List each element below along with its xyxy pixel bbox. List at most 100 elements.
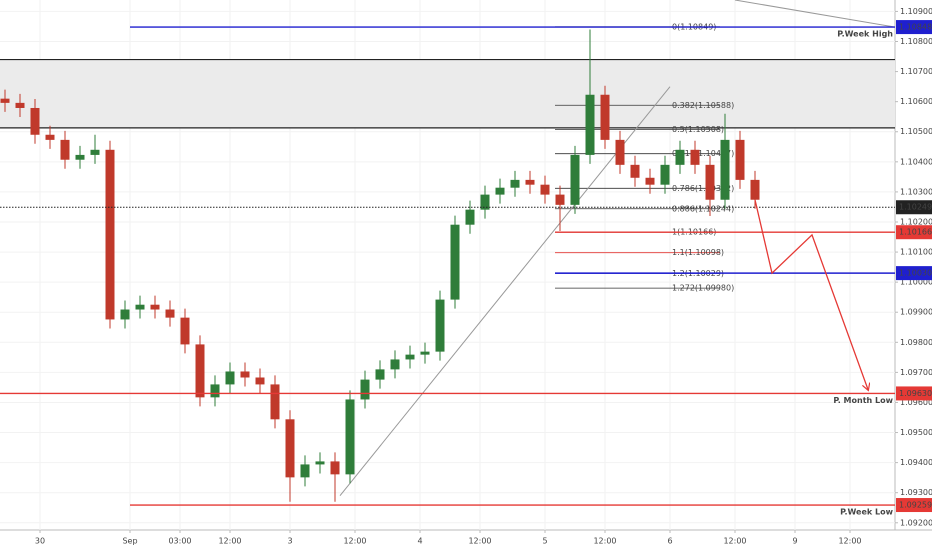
candle-body [75,154,85,160]
candle-body [0,98,10,103]
fib-label: 0.382(1.10588) [672,101,734,110]
y-tick-label: 1.10900 [900,7,932,16]
candle-body [375,369,385,380]
x-tick-label: 12:00 [838,537,861,546]
x-tick-label: Sep [122,537,137,546]
x-tick-label: 5 [542,537,547,546]
x-tick-label: 12:00 [723,537,746,546]
candle-body [60,139,70,160]
level-label: P.Week Low [840,508,894,517]
x-tick-label: 03:00 [168,537,191,546]
candle-body [15,102,25,108]
y-tick-label: 1.10300 [900,187,932,196]
price-tag-label: 1.09630 [899,389,932,398]
price-tag [896,386,932,401]
price-tag [896,225,932,240]
candle-body [390,359,400,370]
level-label: P. Month Low [833,396,893,405]
candle-body [420,351,430,355]
x-tick-label: 3 [287,537,292,546]
price-tag-label: 1.10848 [899,23,932,32]
candle-body [615,139,625,165]
candle-body [480,194,490,210]
price-tag [896,20,932,35]
x-tick-label: 12:00 [218,537,241,546]
price-tag-label: 1.09259 [899,501,932,510]
fib-label: 0.5(1.10508) [672,125,724,134]
y-tick-label: 1.09700 [900,368,932,377]
x-tick-label: 30 [35,537,45,546]
candle-body [255,377,265,385]
candle-body [90,149,100,155]
y-tick-label: 1.09900 [900,308,932,317]
fib-label: 0.618(1.10427) [672,149,734,158]
y-tick-label: 1.09400 [900,458,932,467]
x-tick-label: 6 [667,537,672,546]
y-tick-label: 1.10600 [900,97,932,106]
candle-body [195,344,205,398]
trendline [734,0,896,28]
x-tick-label: 12:00 [593,537,616,546]
candle-body [345,399,355,475]
y-tick-label: 1.10100 [900,248,932,257]
projection-path [754,199,868,390]
y-tick-label: 1.10700 [900,67,932,76]
candle-body [555,194,565,205]
x-tick-label: 9 [792,537,797,546]
candle-body [180,317,190,345]
candle-body [450,224,460,300]
y-tick-label: 1.09200 [900,518,932,527]
candle-body [750,179,760,200]
candle-body [630,164,640,178]
candle-body [135,304,145,310]
candle-body [240,371,250,378]
y-tick-label: 1.10500 [900,127,932,136]
candle-body [45,134,55,140]
x-tick-label: 4 [417,537,422,546]
x-tick-label: 12:00 [343,537,366,546]
candle-body [150,304,160,310]
candle-body [585,94,595,155]
candle-body [540,184,550,195]
candle-body [600,94,610,140]
y-tick-label: 1.10200 [900,217,932,226]
y-tick-label: 1.09500 [900,428,932,437]
y-tick-label: 1.10400 [900,157,932,166]
candle-body [675,149,685,165]
level-label: P.Week High [837,30,893,39]
price-tag [896,200,932,215]
price-tag [896,266,932,281]
candle-body [405,354,415,360]
price-tag-label: 1.10249 [899,203,932,212]
candle-body [225,371,235,385]
candle-body [315,461,325,465]
price-tag-label: 1.10030 [899,269,932,278]
fib-label: 0.786(1.10312) [672,184,734,193]
candle-body [165,309,175,318]
y-tick-label: 1.09300 [900,488,932,497]
candle-body [660,164,670,185]
zone [0,59,895,128]
candle-body [645,177,655,185]
price-tag-label: 1.10166 [899,228,932,237]
candle-body [435,299,445,352]
candle-body [705,164,715,200]
candle-body [690,149,700,165]
price-tag [896,498,932,513]
candle-body [120,309,130,320]
fib-label: 1.272(1.09980) [672,284,734,293]
candle-body [210,384,220,398]
candle-body [525,179,535,185]
candle-body [360,379,370,400]
fib-label: 0.886(1.10244) [672,204,734,213]
candle-body [105,149,115,320]
trendline [339,86,671,497]
y-tick-label: 1.09800 [900,338,932,347]
candle-body [495,187,505,195]
candle-body [720,139,730,200]
y-tick-label: 1.09600 [900,398,932,407]
candle-body [285,419,295,478]
candle-body [735,139,745,180]
y-tick-label: 1.10000 [900,278,932,287]
